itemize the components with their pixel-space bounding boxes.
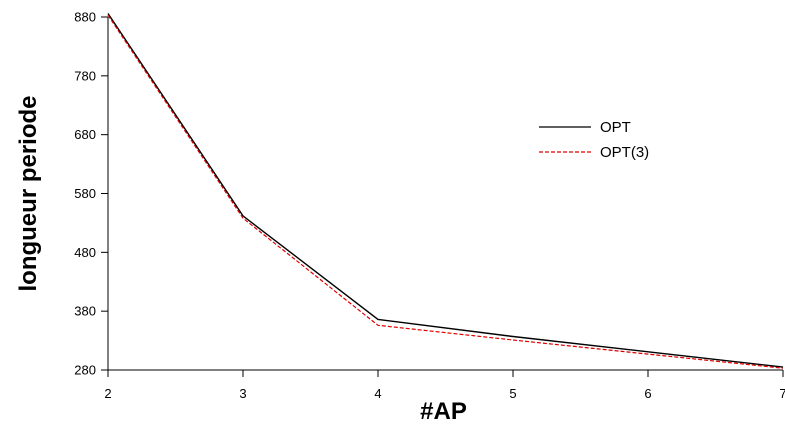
y-tick-label: 780 bbox=[74, 68, 96, 83]
y-axis-title: longueur periode bbox=[15, 95, 42, 291]
y-tick-label: 680 bbox=[74, 127, 96, 142]
legend-label: OPT(3) bbox=[600, 144, 649, 161]
legend: OPT OPT(3) bbox=[539, 119, 649, 161]
legend-label: OPT bbox=[600, 119, 631, 136]
y-tick-label: 280 bbox=[74, 363, 96, 378]
x-tick-label: 2 bbox=[104, 386, 111, 401]
x-tick-label: 6 bbox=[644, 386, 651, 401]
y-axis-ticks: 280 380 480 580 680 780 880 bbox=[74, 10, 108, 378]
x-axis-ticks: 2 3 4 5 6 7 bbox=[104, 370, 785, 401]
axes bbox=[107, 17, 783, 371]
series-layer bbox=[107, 13, 784, 369]
series-line-opt bbox=[107, 13, 784, 368]
x-tick-label: 4 bbox=[374, 386, 381, 401]
x-tick-label: 3 bbox=[239, 386, 246, 401]
x-tick-label: 5 bbox=[509, 386, 516, 401]
y-tick-label: 480 bbox=[74, 245, 96, 260]
y-tick-label: 380 bbox=[74, 304, 96, 319]
series-line-opt-3 bbox=[107, 14, 784, 369]
y-tick-label: 880 bbox=[74, 10, 96, 25]
x-axis-title: #AP bbox=[420, 398, 467, 425]
y-tick-label: 580 bbox=[74, 186, 96, 201]
x-tick-label: 7 bbox=[779, 386, 785, 401]
